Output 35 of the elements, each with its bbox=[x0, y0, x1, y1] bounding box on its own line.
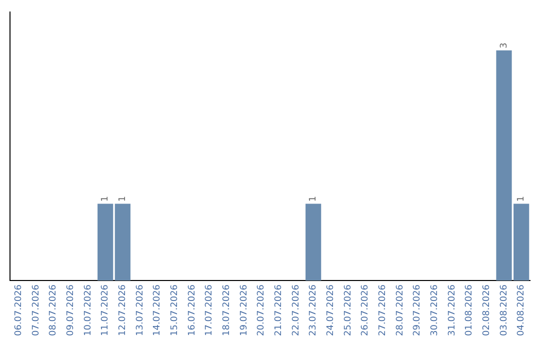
x-tick-label: 09.07.2026 bbox=[66, 284, 76, 336]
x-tick-label: 12.07.2026 bbox=[118, 284, 128, 336]
data-label: 1 bbox=[308, 196, 319, 202]
x-tick-label: 29.07.2026 bbox=[412, 284, 423, 336]
x-tick-label: 08.07.2026 bbox=[48, 284, 59, 336]
x-tick-label: 21.07.2026 bbox=[274, 284, 284, 336]
x-tick-label: 22.07.2026 bbox=[291, 284, 302, 336]
x-tick-label: 26.07.2026 bbox=[360, 284, 371, 336]
x-tick-label: 20.07.2026 bbox=[256, 284, 267, 336]
x-tick-label: 16.07.2026 bbox=[187, 284, 198, 336]
x-tick-label: 11.07.2026 bbox=[100, 284, 111, 336]
x-tick-label: 25.07.2026 bbox=[343, 284, 354, 336]
x-tick-label: 27.07.2026 bbox=[378, 284, 388, 336]
x-tick-label: 31.07.2026 bbox=[447, 284, 458, 336]
x-tick-label: 17.07.2026 bbox=[204, 284, 215, 336]
x-tick-label: 18.07.2026 bbox=[222, 284, 232, 336]
x-tick-label: 23.07.2026 bbox=[308, 284, 319, 336]
data-label: 1 bbox=[100, 196, 111, 202]
x-tick-label: 28.07.2026 bbox=[395, 284, 406, 336]
x-tick-label: 03.08.2026 bbox=[499, 284, 510, 336]
x-tick-label: 10.07.2026 bbox=[83, 284, 94, 336]
x-tick-label: 02.08.2026 bbox=[482, 284, 492, 336]
x-tick-label: 30.07.2026 bbox=[430, 284, 440, 336]
data-label: 1 bbox=[118, 196, 128, 202]
x-tick-label: 24.07.2026 bbox=[326, 284, 336, 336]
x-tick-label: 13.07.2026 bbox=[135, 284, 146, 336]
x-tick-label: 15.07.2026 bbox=[170, 284, 180, 336]
x-tick-label: 04.08.2026 bbox=[516, 284, 527, 336]
data-label: 3 bbox=[499, 42, 510, 48]
data-label: 1 bbox=[516, 196, 527, 202]
x-tick-label: 06.07.2026 bbox=[14, 284, 24, 336]
x-tick-label: 01.08.2026 bbox=[464, 284, 475, 336]
x-tick-label: 19.07.2026 bbox=[239, 284, 250, 336]
x-tick-label: 14.07.2026 bbox=[152, 284, 163, 336]
x-tick-label: 07.07.2026 bbox=[31, 284, 42, 336]
